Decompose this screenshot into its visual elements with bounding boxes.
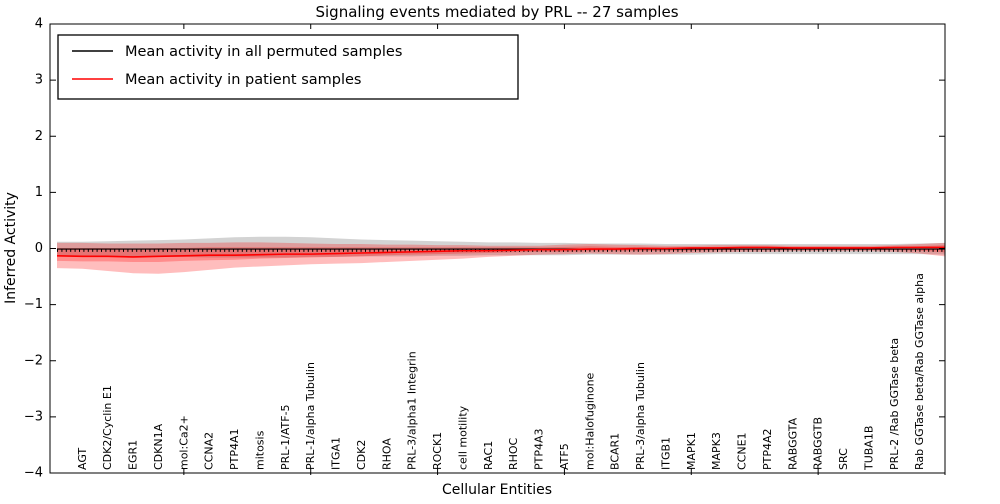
plot-area: 4 3 2 1 0 −1 −2 −3 −4 AGT CDK2/Cyclin E1 EGR1 CDKN1A… [24,17,946,481]
legend: Mean activity in all permuted samples Me… [57,34,519,100]
x-category-label: CCNE1 [736,432,749,470]
plot-frame [49,23,946,474]
y-tick-label: −3 [24,409,43,424]
x-category-label: MAPK1 [685,432,698,470]
legend-entry-patient: Mean activity in patient samples [72,72,361,88]
permuted-samples-range-band [57,236,945,258]
x-category-label: MAPK3 [710,432,723,470]
x-axis-label: Cellular Entities [442,482,552,498]
x-category-label: mol:Halofuginone [583,372,596,470]
legend-box [57,34,519,100]
x-category-label: PRL-1/alpha Tubulin [304,362,317,470]
x-category-label: CDK2/Cyclin E1 [101,385,114,470]
x-category-label: RAC1 [482,441,495,470]
x-category-label: ROCK1 [431,432,444,470]
y-tick-label: −2 [24,353,43,368]
x-category-label: RHOC [507,437,520,470]
y-tick-label: 4 [35,17,43,32]
x-category-label: TUBA1B [862,426,875,471]
y-tick-label: 1 [35,185,43,200]
x-category-label: cell motility [456,405,469,470]
x-category-label: PRL-3/alpha1 Integrin [406,351,419,470]
legend-label-permuted: Mean activity in all permuted samples [125,44,402,60]
x-category-label: PRL-1/ATF-5 [279,404,292,470]
y-tick-label: 0 [35,241,43,256]
x-category-label: ITGB1 [659,437,672,470]
x-category-label: RHOA [380,438,393,470]
x-category-label: BCAR1 [609,433,622,470]
x-category-label: CCNA2 [203,432,216,470]
legend-entry-permuted: Mean activity in all permuted samples [72,44,402,60]
x-category-label: ATF5 [558,443,571,470]
x-category-label: Rab GGTase beta/Rab GGTase alpha [913,273,926,470]
x-category-label: PTP4A1 [228,428,241,470]
y-tick-label: −1 [24,297,43,312]
x-category-label: mol:Ca2+ [177,415,190,470]
y-tick-label: −4 [24,466,43,481]
chart-title: Signaling events mediated by PRL -- 27 s… [315,3,678,21]
x-category-label: CDKN1A [152,423,165,470]
x-category-label: mitosis [253,430,266,470]
legend-label-patient: Mean activity in patient samples [125,72,361,88]
x-category-label: ITGA1 [330,437,343,470]
x-category-label: RABGGTB [812,417,825,470]
x-category-label: EGR1 [127,440,140,470]
patient-mean-line [56,246,945,258]
x-category-label: AGT [76,448,89,470]
y-axis-label: Inferred Activity [3,192,19,304]
x-category-label: PTP4A3 [533,428,546,470]
x-category-label: PRL-2 /Rab GGTase beta [888,338,901,470]
y-tick-label: 3 [35,73,43,88]
y-tick-label: 2 [35,129,43,144]
x-category-label: SRC [837,448,850,470]
x-category-label: RABGGTA [786,417,799,470]
x-category-label: PTP4A2 [761,428,774,470]
x-category-label: CDK2 [355,440,368,470]
x-category-label: PRL-3/alpha Tubulin [634,362,647,470]
patient-samples-range-band [57,242,945,274]
